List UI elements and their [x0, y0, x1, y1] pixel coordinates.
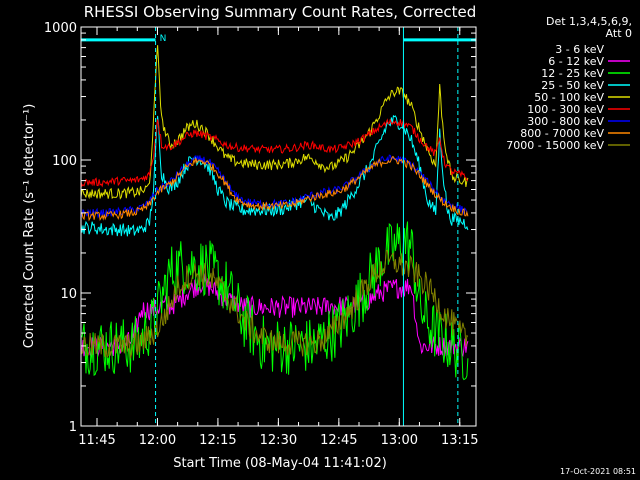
saa-label: N: [160, 34, 167, 44]
x-tick-label-5: 13:00: [381, 433, 418, 448]
chart-title: RHESSI Observing Summary Count Rates, Co…: [84, 3, 477, 21]
legend-label-2: 12 - 25 keV: [541, 67, 604, 80]
legend-header-line-1: Det 1,3,4,5,6,9,: [546, 15, 632, 28]
footer-timestamp: 17-Oct-2021 08:51: [560, 467, 636, 476]
x-tick-label-3: 12:30: [260, 433, 297, 448]
y-tick-label-3: 1000: [44, 21, 77, 36]
legend-label-3: 25 - 50 keV: [541, 79, 604, 92]
y-axis-label: Corrected Count Rate (s⁻¹ detector⁻¹): [22, 104, 37, 349]
x-axis-label: Start Time (08-May-04 11:41:02): [173, 456, 387, 471]
legend-label-4: 50 - 100 keV: [534, 91, 604, 104]
legend-label-7: 800 - 7000 keV: [520, 127, 604, 140]
y-tick-label-2: 100: [52, 154, 77, 169]
x-tick-label-1: 12:00: [139, 433, 176, 448]
y-tick-label-0: 1: [69, 420, 77, 435]
legend-label-8: 7000 - 15000 keV: [506, 139, 604, 152]
y-tick-label-1: 10: [60, 287, 77, 302]
legend-header-line-2: Att 0: [606, 27, 632, 40]
legend-label-6: 300 - 800 keV: [527, 115, 604, 128]
axis-layer: 11:45 12:00 12:15 12:30 12:45 13:00 13:15 1 10 10…: [44, 21, 479, 448]
legend-label-5: 100 - 300 keV: [527, 103, 604, 116]
x-tick-label-0: 11:45: [78, 433, 115, 448]
x-tick-label-2: 12:15: [199, 433, 236, 448]
x-tick-label-6: 13:15: [441, 433, 478, 448]
legend-label-1: 6 - 12 keV: [548, 55, 604, 68]
x-tick-label-4: 12:45: [320, 433, 357, 448]
legend-label-0: 3 - 6 keV: [555, 43, 604, 56]
marker-layer: N: [81, 27, 476, 426]
